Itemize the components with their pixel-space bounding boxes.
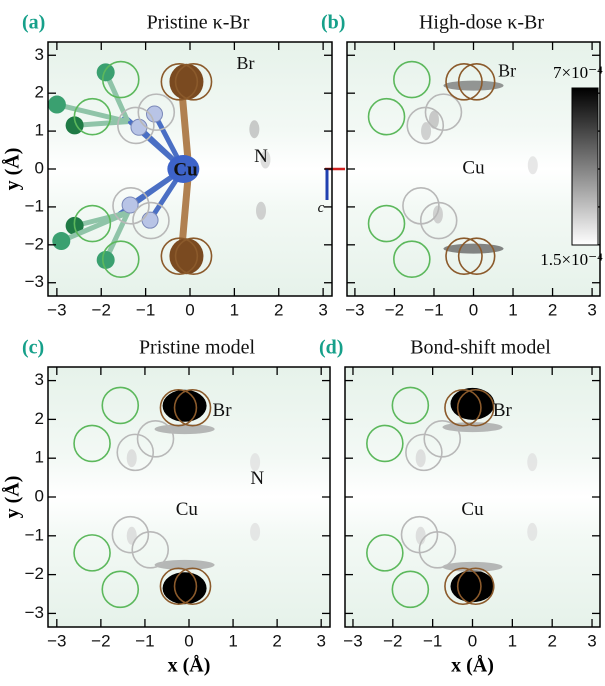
colorbar-label: 1.5×10⁻⁴ — [540, 250, 603, 269]
y-tick-label: 3 — [35, 370, 44, 389]
y-tick-label: −3 — [25, 272, 44, 291]
y-tick-label: 0 — [35, 486, 44, 505]
panel: −3 −2 −1 0 1 2 3 (d) Bond-shift model x (Å) Br Cu — [319, 337, 600, 677]
y-tick-label: 1 — [35, 448, 44, 467]
density-peak — [433, 205, 443, 223]
density-peak — [250, 523, 260, 541]
density-peak — [528, 156, 538, 174]
annotation: Cu — [462, 157, 485, 178]
density-peak — [163, 572, 207, 604]
n-atom — [131, 119, 147, 135]
figure: −3 −2 −1 0 1 2 3 −3 −2 −1 0 1 2 3 (a) Pristine κ-Br y (Å… — [0, 0, 605, 686]
x-tick-label: −3 — [47, 631, 66, 650]
x-tick-label: −2 — [385, 300, 404, 319]
colorbar — [572, 88, 598, 245]
x-tick-label: 3 — [587, 300, 596, 319]
x-tick-label: 3 — [316, 631, 325, 650]
annotation: N — [254, 146, 268, 167]
x-tick-label: 3 — [318, 300, 327, 319]
annotation: Cu — [461, 499, 484, 520]
y-tick-label: −3 — [25, 603, 44, 622]
y-tick-label: −2 — [25, 564, 44, 583]
x-tick-label: 1 — [508, 300, 517, 319]
x-axis-label: x (Å) — [451, 654, 494, 677]
panel-title: High-dose κ-Br — [419, 12, 544, 34]
annotation: Br — [236, 53, 254, 73]
x-tick-label: 1 — [230, 300, 239, 319]
y-tick-label: −1 — [25, 525, 44, 544]
x-tick-label: 0 — [184, 631, 193, 650]
y-tick-label: −1 — [25, 196, 44, 215]
y-tick-label: 0 — [35, 158, 44, 177]
panel-title: Bond-shift model — [410, 337, 551, 359]
density-peak — [249, 120, 259, 138]
density-peak — [416, 449, 426, 467]
y-axis-label: y (Å) — [1, 148, 24, 191]
annotation: Br — [498, 60, 516, 80]
x-tick-label: −3 — [345, 300, 364, 319]
x-tick-label: −1 — [423, 631, 442, 650]
c-atom — [48, 96, 66, 114]
y-tick-label: 1 — [35, 121, 44, 140]
y-tick-label: 3 — [35, 45, 44, 64]
annotation: N — [250, 468, 264, 489]
x-tick-label: −3 — [47, 300, 66, 319]
colorbar-label: 7×10⁻⁴ — [553, 63, 603, 82]
x-tick-label: 2 — [272, 631, 281, 650]
panel-label: (a) — [22, 12, 45, 34]
x-axis-label: x (Å) — [168, 654, 211, 677]
y-axis-label: y (Å) — [1, 476, 24, 519]
x-tick-label: 1 — [228, 631, 237, 650]
density-peak — [127, 449, 137, 467]
c-atom — [97, 251, 115, 269]
y-tick-label: 2 — [35, 409, 44, 428]
density-peak — [163, 390, 207, 422]
density-peak — [527, 453, 537, 471]
density-peak — [256, 202, 266, 220]
panel-title: Pristine κ-Br — [147, 12, 250, 34]
panel-title: Pristine model — [139, 337, 256, 359]
panel-label: (b) — [321, 12, 345, 34]
br-atom — [169, 238, 203, 274]
density-peak — [155, 424, 215, 434]
x-tick-label: 2 — [547, 631, 556, 650]
x-tick-label: 1 — [508, 631, 517, 650]
panel: −3 −2 −1 0 1 2 3 (b) High-dose κ-Br Br Cu 7×10⁻⁴ 1.5… — [321, 12, 603, 320]
br-atom — [169, 64, 203, 100]
annotation: Br — [493, 400, 513, 421]
y-tick-label: 2 — [35, 83, 44, 102]
x-tick-label: 2 — [548, 300, 557, 319]
x-tick-label: −3 — [343, 631, 362, 650]
x-tick-label: −1 — [136, 300, 155, 319]
panel-label: (d) — [319, 337, 343, 359]
c-atom — [52, 232, 70, 250]
x-tick-label: −2 — [383, 631, 402, 650]
x-tick-label: 3 — [587, 631, 596, 650]
annotation: c — [318, 200, 325, 216]
density-peak — [127, 527, 137, 545]
x-tick-label: 0 — [468, 631, 477, 650]
c-atom — [97, 63, 115, 81]
annotation: Cu — [173, 159, 198, 180]
y-tick-label: −2 — [25, 234, 44, 253]
x-tick-label: −2 — [91, 631, 110, 650]
annotation: Cu — [176, 499, 199, 520]
x-tick-label: 2 — [274, 300, 283, 319]
annotation: Br — [213, 400, 233, 421]
panel-label: (c) — [22, 337, 44, 359]
n-atom — [142, 212, 158, 228]
density-peak — [429, 111, 439, 129]
x-tick-label: −2 — [92, 300, 111, 319]
density-peak — [527, 523, 537, 541]
panel: −3 −2 −1 0 1 2 3 −3 −2 −1 0 1 2 3 (a) Pristine κ-Br y (Å… — [1, 12, 361, 320]
x-tick-label: −1 — [135, 631, 154, 650]
x-tick-label: 0 — [469, 300, 478, 319]
x-tick-label: −1 — [424, 300, 443, 319]
x-tick-label: 0 — [185, 300, 194, 319]
panel: −3 −2 −1 0 1 2 3 −3 −2 −1 0 1 2 3 (c) Pristine model x (… — [1, 337, 330, 677]
